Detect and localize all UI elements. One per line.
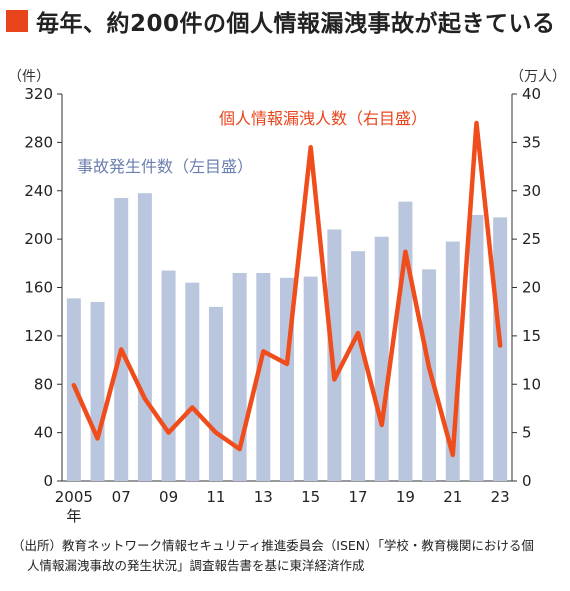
combo-chart: 0 40 80 120 160 200 240 280 320 0 5 10 15 20 25 30 35 40 2… (0, 0, 570, 530)
bar (493, 217, 507, 481)
bar (162, 271, 176, 481)
x-tick-label: 15 (301, 488, 320, 506)
left-y-tick-label: 40 (34, 424, 53, 442)
left-y-tick-label: 280 (24, 133, 53, 151)
bar (138, 193, 152, 481)
bar-series-label: 事故発生件数（左目盛） (77, 157, 253, 176)
bar (375, 237, 389, 481)
right-y-tick-label: 30 (522, 182, 541, 200)
x-tick-label: 21 (443, 488, 462, 506)
source-note: （出所）教育ネットワーク情報セキュリティ推進委員会（ISEN）「学校・教育機関に… (12, 536, 564, 576)
x-tick-label: 19 (396, 488, 415, 506)
right-y-tick-label: 10 (522, 375, 541, 393)
left-y-tick-label: 320 (24, 85, 53, 103)
x-tick-label: 13 (254, 488, 273, 506)
bar (469, 215, 483, 481)
left-y-tick-label: 120 (24, 327, 53, 345)
right-y-tick-label: 0 (522, 472, 532, 490)
source-line-2: 人情報漏洩事故の発生状況」調査報告書を基に東洋経済作成 (12, 556, 564, 576)
left-y-tick-label: 240 (24, 182, 53, 200)
bar (327, 229, 341, 481)
right-y-tick-label: 35 (522, 133, 541, 151)
bar (351, 251, 365, 481)
source-line-1: （出所）教育ネットワーク情報セキュリティ推進委員会（ISEN）「学校・教育機関に… (12, 538, 534, 553)
x-tick-label: 17 (349, 488, 368, 506)
x-tick-suffix: 年 (66, 507, 81, 525)
x-tick-label: 09 (159, 488, 178, 506)
bar (91, 302, 105, 481)
right-y-tick-label: 5 (522, 424, 532, 442)
line-series-label: 個人情報漏洩人数（右目盛） (219, 109, 427, 128)
right-y-tick-label: 15 (522, 327, 541, 345)
left-y-tick-label: 160 (24, 279, 53, 297)
x-tick-label: 23 (491, 488, 510, 506)
bar (114, 198, 128, 481)
right-y-tick-label: 40 (522, 85, 541, 103)
bar (209, 307, 223, 481)
bar (398, 202, 412, 481)
left-y-tick-label: 80 (34, 375, 53, 393)
x-tick-label: 11 (206, 488, 225, 506)
bar (185, 283, 199, 481)
left-y-tick-label: 0 (43, 472, 53, 490)
x-tick-label: 07 (112, 488, 131, 506)
right-y-tick-label: 25 (522, 230, 541, 248)
right-y-tick-label: 20 (522, 279, 541, 297)
x-tick-label: 2005 (55, 488, 93, 506)
left-y-tick-label: 200 (24, 230, 53, 248)
bar (304, 277, 318, 481)
